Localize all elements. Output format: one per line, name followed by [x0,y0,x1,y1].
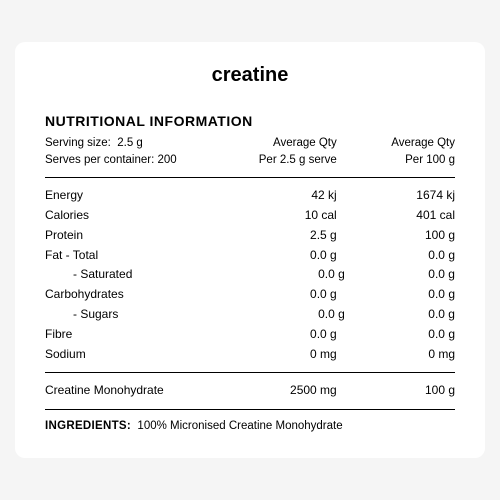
section-title: NUTRITIONAL INFORMATION [45,113,455,129]
nutrient-row: Fibre0.0 g0.0 g [45,325,455,345]
nutrient-row: Protein2.5 g100 g [45,226,455,246]
serves-label: Serves per container: [45,154,154,166]
divider [45,372,455,373]
creatine-row: Creatine Monohydrate 2500 mg 100 g [45,381,455,401]
nutrient-label: Fibre [45,325,218,345]
nutrient-per-100g: 1674 kj [337,186,455,206]
nutrient-per-serve: 0.0 g [218,285,336,305]
nutrient-table: Energy42 kj1674 kjCalories10 cal401 calP… [45,186,455,364]
serves-per-container: Serves per container: 200 [45,152,218,169]
ingredients-label: INGREDIENTS: [45,420,131,432]
nutrient-per-100g: 0.0 g [337,325,455,345]
creatine-per-serve: 2500 mg [218,381,336,401]
col1-line1: Average Qty [218,135,336,152]
nutrient-row: - Saturated0.0 g0.0 g [45,265,455,285]
nutrient-per-serve: 0.0 g [235,305,345,325]
nutrient-row: Carbohydrates0.0 g0.0 g [45,285,455,305]
nutrient-row: Energy42 kj1674 kj [45,186,455,206]
nutrient-per-serve: 10 cal [218,206,336,226]
nutrient-label: Fat - Total [45,246,218,266]
col1-line2: Per 2.5 g serve [218,152,336,169]
column-2-header: Average Qty Per 100 g [337,135,455,170]
col2-line1: Average Qty [337,135,455,152]
nutrient-row: Sodium0 mg0 mg [45,345,455,365]
nutrient-per-100g: 0.0 g [345,305,455,325]
serving-info: Serving size: 2.5 g Serves per container… [45,135,218,170]
col2-line2: Per 100 g [337,152,455,169]
nutrient-label: - Saturated [45,265,235,285]
nutrient-label: Protein [45,226,218,246]
serving-size-value: 2.5 g [117,137,143,149]
nutrient-per-100g: 100 g [337,226,455,246]
nutrient-per-serve: 0.0 g [218,325,336,345]
nutrient-label: - Sugars [45,305,235,325]
serves-value: 200 [158,154,177,166]
creatine-per-100g: 100 g [337,381,455,401]
column-1-header: Average Qty Per 2.5 g serve [218,135,336,170]
nutrient-per-serve: 0 mg [218,345,336,365]
meta-header-row: Serving size: 2.5 g Serves per container… [45,135,455,170]
nutrient-per-serve: 0.0 g [218,246,336,266]
serving-size: Serving size: 2.5 g [45,135,218,152]
brand-title: creatine [45,64,455,87]
nutrient-per-serve: 0.0 g [235,265,345,285]
nutrient-per-100g: 401 cal [337,206,455,226]
nutrient-per-100g: 0.0 g [345,265,455,285]
nutrient-per-100g: 0.0 g [337,246,455,266]
serving-size-label: Serving size: [45,137,111,149]
nutrient-label: Sodium [45,345,218,365]
creatine-label: Creatine Monohydrate [45,381,218,401]
nutrition-panel: creatine NUTRITIONAL INFORMATION Serving… [15,42,485,458]
ingredients-value: 100% Micronised Creatine Monohydrate [137,420,342,432]
nutrient-row: Calories10 cal401 cal [45,206,455,226]
nutrient-per-100g: 0 mg [337,345,455,365]
divider [45,409,455,410]
nutrient-label: Energy [45,186,218,206]
divider [45,177,455,178]
nutrient-label: Calories [45,206,218,226]
nutrient-label: Carbohydrates [45,285,218,305]
nutrient-per-serve: 42 kj [218,186,336,206]
nutrient-row: Fat - Total0.0 g0.0 g [45,246,455,266]
nutrient-per-100g: 0.0 g [337,285,455,305]
nutrient-row: - Sugars0.0 g0.0 g [45,305,455,325]
nutrient-per-serve: 2.5 g [218,226,336,246]
ingredients: INGREDIENTS: 100% Micronised Creatine Mo… [45,420,455,432]
